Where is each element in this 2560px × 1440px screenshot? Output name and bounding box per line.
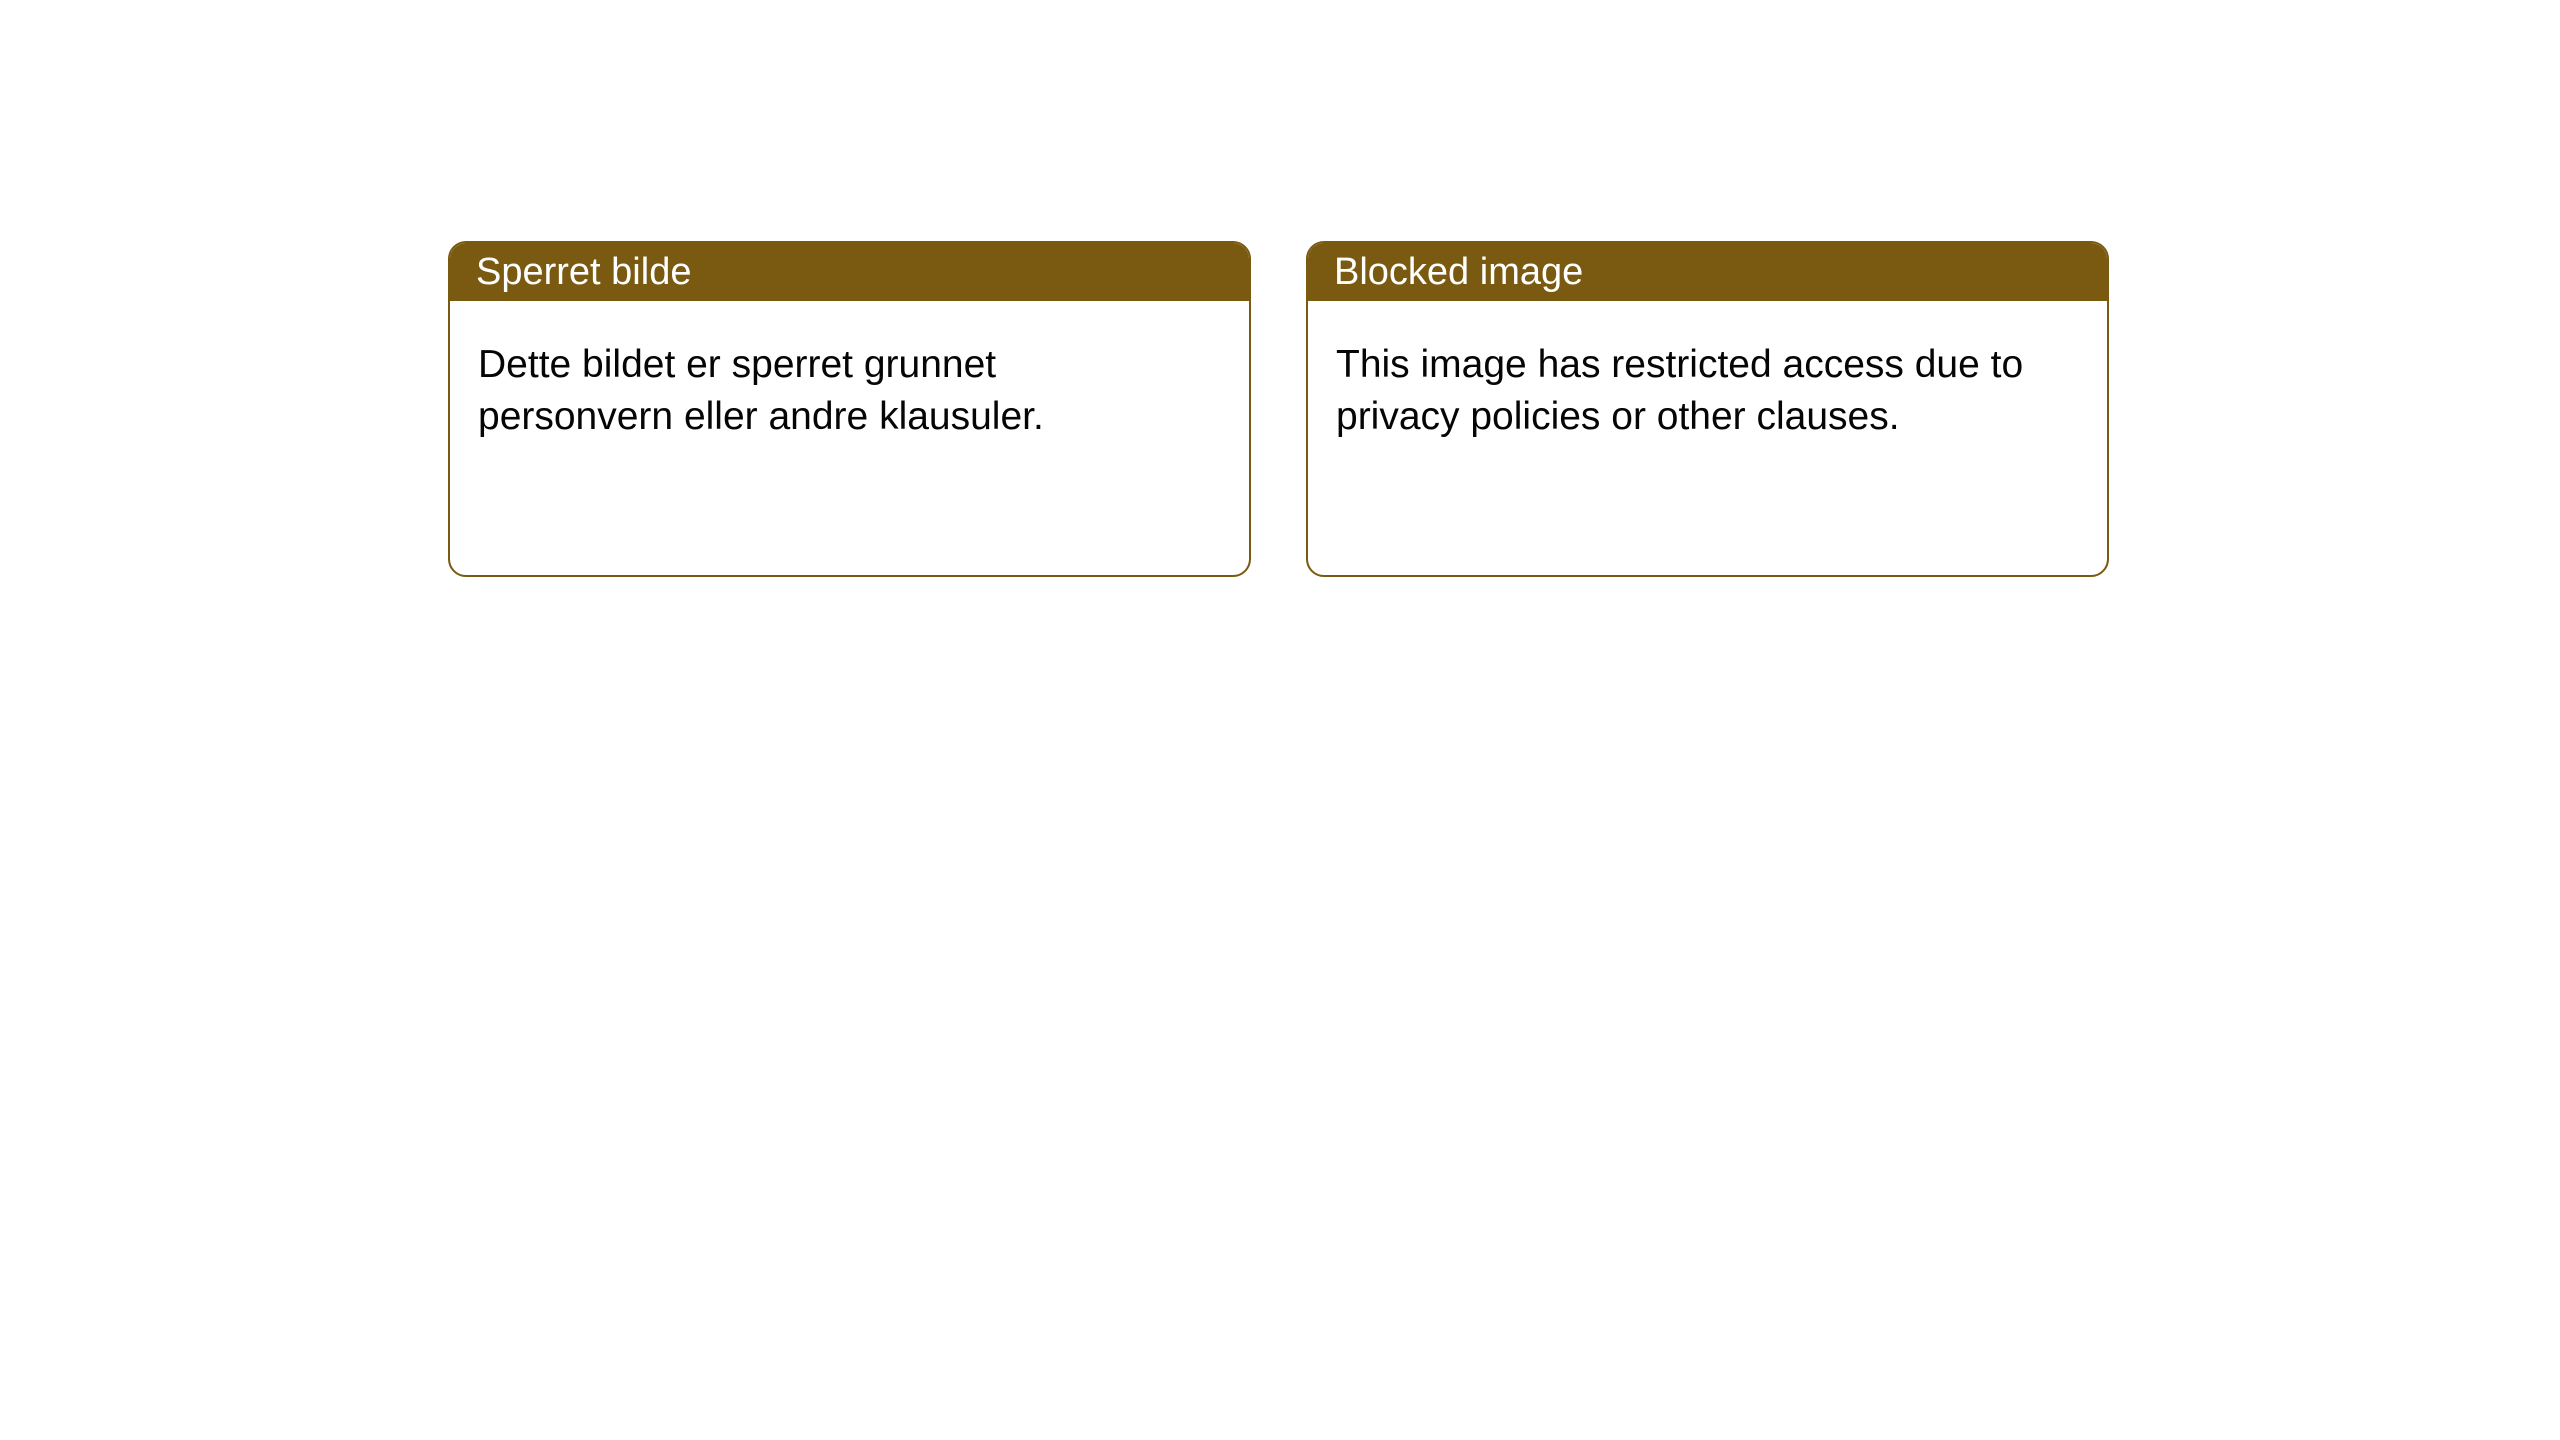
stage: Sperret bilde Dette bildet er sperret gr… <box>0 0 2560 1440</box>
panel-body-en: This image has restricted access due to … <box>1308 301 2107 471</box>
notice-panels: Sperret bilde Dette bildet er sperret gr… <box>448 241 2109 577</box>
panel-title-no: Sperret bilde <box>450 243 1249 301</box>
panel-body-no: Dette bildet er sperret grunnet personve… <box>450 301 1249 471</box>
panel-body-text-en: This image has restricted access due to … <box>1336 339 2056 443</box>
panel-title-en: Blocked image <box>1308 243 2107 301</box>
blocked-image-panel-en: Blocked image This image has restricted … <box>1306 241 2109 577</box>
blocked-image-panel-no: Sperret bilde Dette bildet er sperret gr… <box>448 241 1251 577</box>
panel-body-text-no: Dette bildet er sperret grunnet personve… <box>478 339 1198 443</box>
